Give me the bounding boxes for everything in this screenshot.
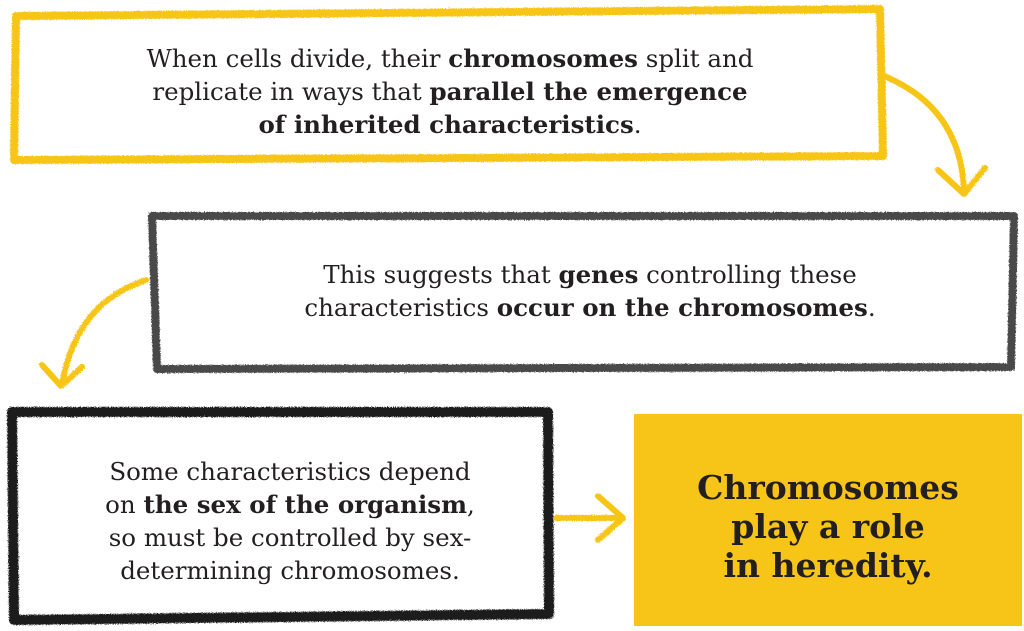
body-text: on	[105, 490, 144, 519]
body-text: controlling these	[638, 260, 857, 289]
arrow-box3-to-conclusion	[553, 493, 626, 543]
conclusion-line: Chromosomes	[697, 468, 959, 507]
box3-text: Some characteristics depend on the sex of…	[30, 455, 550, 587]
body-text: characteristics	[304, 293, 497, 322]
conclusion-line: in heredity.	[723, 546, 933, 585]
conclusion-text: Chromosomes play a role in heredity.	[634, 468, 1022, 585]
body-text: so must be controlled by sex-	[108, 523, 472, 552]
box1-text: When cells divide, their chromosomes spl…	[30, 42, 870, 141]
body-text: ,	[467, 490, 475, 519]
body-text: This suggests that	[323, 260, 559, 289]
emphasis-text: parallel the emergence	[429, 77, 748, 106]
emphasis-text: genes	[558, 260, 639, 289]
emphasis-text: of inherited characteristics	[258, 110, 634, 139]
body-text: replicate in ways that	[152, 77, 430, 106]
emphasis-text: the sex of the organism	[143, 490, 468, 519]
arrow-box2-to-box3	[39, 277, 149, 389]
body-text: .	[633, 110, 642, 139]
body-text: determining chromosomes.	[120, 556, 460, 585]
conclusion-line: play a role	[731, 507, 925, 546]
body-text: .	[867, 293, 876, 322]
body-text: Some characteristics depend	[109, 457, 471, 486]
box2-text: This suggests that genes controlling the…	[165, 258, 1015, 324]
arrow-box1-to-box2	[881, 73, 988, 197]
emphasis-text: occur on the chromosomes	[496, 293, 868, 322]
body-text: When cells divide, their	[146, 44, 449, 73]
emphasis-text: chromosomes	[448, 44, 638, 73]
conclusion-box: Chromosomes play a role in heredity.	[634, 414, 1022, 626]
body-text: split and	[637, 44, 754, 73]
